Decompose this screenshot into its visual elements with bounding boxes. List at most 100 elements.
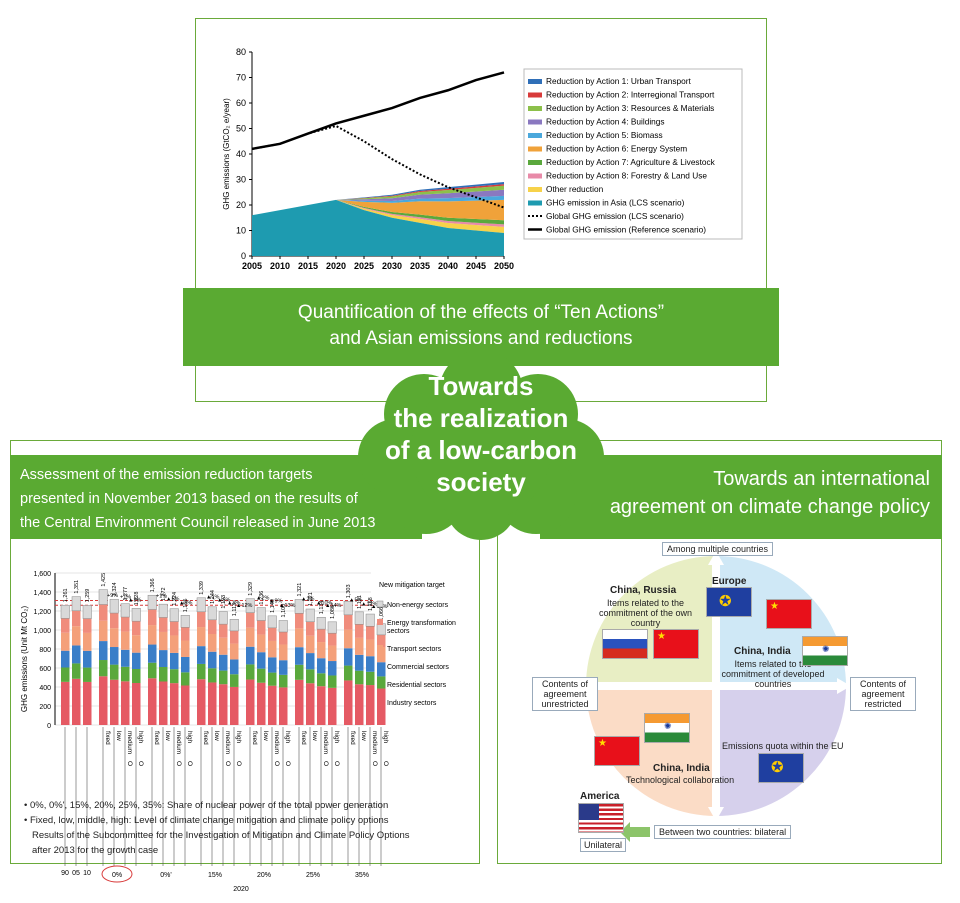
bar-base-seg	[82, 605, 92, 619]
change-label: ▲2%	[301, 597, 315, 603]
bar-1-1-seg	[158, 603, 168, 618]
bar-4-3-seg	[327, 621, 337, 634]
circle-mark: O	[371, 761, 378, 766]
circle-mark: O	[224, 761, 231, 766]
green-arrow	[620, 822, 650, 842]
q2b-title: China, India	[734, 646, 791, 657]
bar-base-seg	[61, 681, 70, 725]
bar-2-1-seg	[208, 682, 217, 725]
cloud-line2: the realization	[393, 403, 569, 433]
option-label: low	[262, 731, 269, 741]
bar-total-label: 1,149	[270, 599, 276, 613]
circle-mark: O	[126, 761, 133, 766]
bar-base-seg	[60, 604, 70, 619]
circle-mark: O	[333, 761, 340, 766]
footnote-3: Results of the Subcommittee for the Inve…	[32, 830, 410, 841]
option-label: medium	[224, 731, 231, 754]
bar-total-label: 1,351	[74, 580, 80, 594]
bar-4-2-seg	[317, 686, 326, 725]
legend-label: Reduction by Action 5: Biomass	[546, 130, 663, 140]
bar-total-label: 1,193	[221, 595, 227, 609]
legend-label: Reduction by Action 2: Interregional Tra…	[546, 90, 715, 100]
base-year-label: 05	[72, 870, 80, 877]
bar-base-seg	[83, 632, 92, 651]
reduction-area-9	[252, 182, 504, 216]
y-tick-label: 30	[236, 175, 246, 185]
x-tick-label: 2010	[270, 261, 290, 271]
bar-base-seg	[61, 618, 70, 633]
bar-5-3-seg	[377, 688, 386, 725]
bar-1-3-seg	[181, 627, 190, 641]
change-label: ▲9%	[269, 598, 283, 604]
bar-4-2-seg	[317, 658, 326, 674]
y-tick-label: 0	[47, 723, 51, 730]
cloud-text: Towards the realization of a low-carbon …	[356, 370, 606, 498]
bar-base-seg	[83, 618, 92, 633]
legend-label: Reduction by Action 1: Urban Transport	[546, 76, 692, 86]
y-tick-label: 1,200	[33, 609, 51, 616]
bar-2-1-seg	[208, 619, 217, 635]
reduction-area-7	[252, 185, 504, 216]
legend-label: Reduction by Action 6: Energy System	[546, 144, 687, 154]
bar-4-2-seg	[317, 629, 326, 643]
legend-label: Reduction by Action 8: Forestry & Land U…	[546, 171, 707, 181]
bar-5-3-seg	[377, 634, 386, 648]
x-tick-label: 2035	[410, 261, 430, 271]
bar-3-3-seg	[279, 644, 288, 661]
bar-total-label: 1,324	[112, 582, 118, 596]
legend-label: Transport sectors	[387, 646, 442, 653]
bar-4-2-seg	[317, 673, 326, 687]
change-label: ▲2%	[256, 596, 270, 602]
eu-flag-top: ✪	[706, 587, 752, 617]
bar-2-2-seg	[219, 637, 228, 655]
bar-base-seg	[61, 650, 70, 668]
america-label: America	[580, 791, 620, 802]
bar-1-2-seg	[170, 621, 179, 636]
bar-3-1-seg	[257, 634, 266, 653]
bar-5-3-seg	[377, 647, 386, 663]
bar-2-0-seg	[196, 597, 206, 613]
bar-total-label: 1,134	[319, 601, 325, 615]
china-flag-q1: ★	[653, 629, 699, 659]
legend-swatch	[528, 119, 542, 125]
legend-label: Industry sectors	[387, 700, 437, 707]
bar-4-2-seg	[317, 642, 326, 659]
y-tick-label: 40	[236, 149, 246, 159]
bar-5-1-seg	[355, 654, 364, 671]
option-label: high	[186, 731, 193, 744]
bar-5-2-seg	[366, 626, 375, 640]
bar-3-1-seg	[257, 682, 266, 725]
legend-swatch	[528, 173, 542, 179]
right-banner: Towards an international agreement on cl…	[540, 455, 942, 539]
bar-2-2-seg	[219, 670, 228, 685]
legend-label: Residential sectors	[387, 682, 447, 689]
bar-5-1-seg	[355, 684, 364, 725]
bar-0-0-seg	[99, 604, 108, 621]
option-label: low	[311, 731, 318, 741]
y-axis-label: GHG emissions (GtCO₂ e/year)	[222, 98, 231, 210]
option-label: high	[382, 731, 389, 744]
bar-total-label: 1,228	[134, 592, 140, 606]
bar-4-3-seg	[328, 675, 337, 688]
bar-2-3-seg	[230, 686, 239, 725]
bar-base-seg	[72, 678, 81, 725]
q1-text: Items related to the commitment of the o…	[598, 598, 693, 628]
circle-mark: O	[137, 761, 144, 766]
circle-mark: O	[175, 761, 182, 766]
bar-total-label: 1,261	[63, 588, 69, 602]
change-label: ▲1%	[206, 595, 220, 601]
option-label: fixed	[104, 731, 111, 745]
group-label: 0%	[112, 872, 122, 879]
bar-1-1-seg	[159, 681, 168, 725]
bar-3-1-seg	[257, 620, 266, 635]
bar-5-0-seg	[344, 648, 353, 666]
sector-emissions-chart: 0 200 400 600 800 1,000 1,200 1,400 1,600 GHG emi…	[20, 571, 456, 893]
bar-2-0-seg	[197, 663, 206, 680]
china-flag-q2: ★	[766, 599, 812, 629]
change-label: ▲12%	[361, 601, 378, 607]
arrow-right	[837, 678, 851, 694]
bar-base-seg	[83, 681, 92, 725]
q3-text: Technological collaboration	[626, 775, 735, 785]
bar-1-2-seg	[169, 608, 179, 622]
footnote-4: after 2013 for the growth case	[32, 845, 159, 856]
